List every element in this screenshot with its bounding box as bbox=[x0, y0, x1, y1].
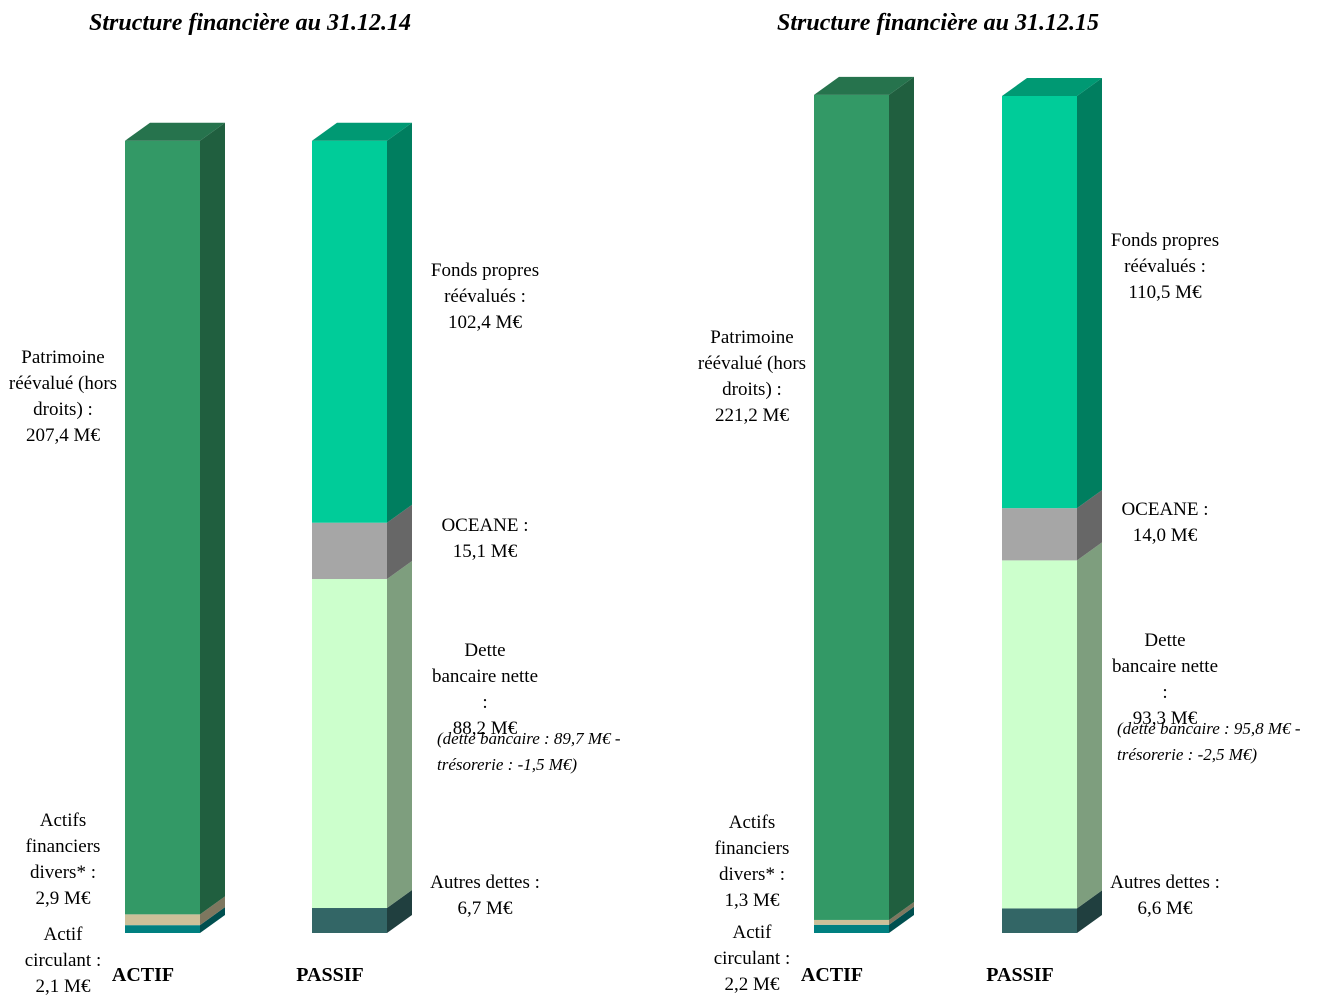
segment-label: Actifs financiers divers* : 1,3 M€ bbox=[697, 810, 807, 914]
bar-side bbox=[1077, 77, 1102, 509]
bar-segment bbox=[1002, 560, 1077, 909]
bar-side bbox=[889, 76, 914, 920]
segment-name: Fonds propres réévalués : bbox=[430, 260, 540, 307]
segment-name: Actif circulant : bbox=[713, 922, 791, 969]
bar-side bbox=[200, 907, 225, 933]
segment-name: Autres dettes : bbox=[430, 872, 540, 893]
bar-segment bbox=[312, 579, 387, 909]
segment-label: OCEANE : 14,0 M€ bbox=[1110, 497, 1220, 549]
segment-name: Dette bancaire nette : bbox=[431, 640, 538, 713]
category-label: ACTIF bbox=[800, 964, 864, 986]
bar-side bbox=[387, 122, 412, 523]
bar-segment bbox=[312, 522, 387, 580]
bar-segment bbox=[814, 924, 889, 933]
segment-label: Actifs financiers divers* : 2,9 M€ bbox=[8, 808, 118, 912]
value-label: 2,1 M€ bbox=[35, 976, 91, 996]
bar-segment bbox=[814, 94, 889, 920]
bar-segment bbox=[814, 919, 889, 925]
value-label: 221,2 M€ bbox=[715, 405, 789, 426]
bar-segment bbox=[1002, 508, 1077, 561]
bar-top bbox=[125, 122, 225, 141]
segment-name: Actifs financiers divers* : bbox=[25, 810, 101, 883]
segment-label: Actif circulant : 2,2 M€ bbox=[697, 920, 807, 996]
bar-segment bbox=[125, 140, 200, 915]
category-label: ACTIF bbox=[111, 964, 175, 986]
value-label: 88,2 M€ bbox=[452, 718, 518, 739]
segment-label: Fonds propres réévalués : 102,4 M€ bbox=[430, 258, 540, 336]
segment-name: OCEANE : bbox=[441, 515, 529, 536]
bar-side bbox=[200, 896, 225, 926]
segment-label: Fonds propres réévalués : 110,5 M€ bbox=[1110, 228, 1220, 306]
bar-side bbox=[1077, 490, 1102, 561]
segment-name: Patrimoine réévalué (hors droits) : bbox=[697, 327, 807, 400]
segment-label: Autres dettes : 6,7 M€ bbox=[430, 870, 540, 922]
bar-side bbox=[200, 122, 225, 915]
value-label: 6,6 M€ bbox=[1137, 898, 1193, 919]
bar-side bbox=[889, 906, 914, 933]
segment-note: (dette bancaire : 95,8 M€ - trésorerie :… bbox=[1117, 719, 1301, 764]
bar-segment bbox=[1002, 95, 1077, 509]
value-label: 15,1 M€ bbox=[452, 541, 518, 562]
value-label: 2,2 M€ bbox=[724, 974, 780, 995]
bar-segment bbox=[1002, 908, 1077, 933]
bar-side bbox=[387, 561, 412, 909]
category-label: PASSIF bbox=[986, 964, 1054, 986]
segment-label: Dette bancaire nette : 93,3 M€ bbox=[1110, 628, 1220, 732]
segment-note: (dette bancaire : 89,7 M€ - trésorerie :… bbox=[437, 729, 621, 774]
segment-label: Dette bancaire nette : 88,2 M€ bbox=[430, 638, 540, 742]
bar-segment bbox=[125, 914, 200, 926]
segment-name: Actif circulant : bbox=[24, 924, 102, 971]
bar-side bbox=[387, 504, 412, 580]
segment-name: OCEANE : bbox=[1121, 499, 1209, 520]
value-label: 110,5 M€ bbox=[1128, 282, 1202, 303]
segment-name: Patrimoine réévalué (hors droits) : bbox=[8, 347, 118, 420]
bar-top bbox=[814, 76, 914, 95]
value-label: 207,4 M€ bbox=[26, 425, 100, 446]
value-label: 102,4 M€ bbox=[448, 312, 522, 333]
bar-side bbox=[1077, 542, 1102, 909]
segment-label: Autres dettes : 6,6 M€ bbox=[1110, 870, 1220, 922]
value-label: 93,3 M€ bbox=[1132, 708, 1198, 729]
chart-title: Structure financière au 31.12.15 bbox=[776, 10, 1100, 36]
value-label: 6,7 M€ bbox=[457, 898, 513, 919]
bar-segment bbox=[125, 925, 200, 933]
bar-top bbox=[312, 122, 412, 141]
value-label: 14,0 M€ bbox=[1132, 525, 1198, 546]
segment-label: OCEANE : 15,1 M€ bbox=[430, 513, 540, 565]
bar-top bbox=[1002, 77, 1102, 96]
bar-side bbox=[1077, 890, 1102, 933]
bar-side bbox=[889, 901, 914, 925]
value-label: 2,9 M€ bbox=[35, 888, 91, 909]
chart-title: Structure financière au 31.12.14 bbox=[88, 10, 412, 36]
segment-label: Patrimoine réévalué (hors droits) : 221,2… bbox=[697, 325, 807, 429]
bar-segment bbox=[312, 140, 387, 523]
bar-side bbox=[387, 890, 412, 933]
segment-name: Fonds propres réévalués : bbox=[1110, 230, 1220, 277]
segment-name: Actifs financiers divers* : bbox=[714, 812, 790, 885]
bar-segment bbox=[312, 908, 387, 933]
category-label: PASSIF bbox=[296, 964, 364, 986]
segment-name: Autres dettes : bbox=[1110, 872, 1220, 893]
segment-name: Dette bancaire nette : bbox=[1111, 630, 1218, 703]
segment-label: Actif circulant : 2,1 M€ bbox=[8, 922, 118, 996]
segment-label: Patrimoine réévalué (hors droits) : 207,4… bbox=[8, 345, 118, 449]
value-label: 1,3 M€ bbox=[724, 890, 780, 911]
